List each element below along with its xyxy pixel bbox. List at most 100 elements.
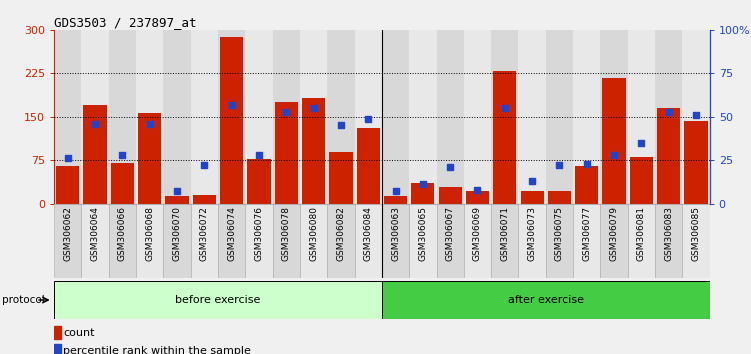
Bar — [218, 30, 246, 204]
Text: GSM306076: GSM306076 — [255, 206, 264, 261]
Point — [690, 112, 702, 118]
Text: GSM306081: GSM306081 — [637, 206, 646, 261]
FancyBboxPatch shape — [683, 204, 710, 278]
Bar — [518, 30, 546, 204]
Text: GSM306072: GSM306072 — [200, 206, 209, 261]
FancyBboxPatch shape — [218, 204, 246, 278]
FancyBboxPatch shape — [136, 204, 163, 278]
Point — [417, 182, 429, 187]
Point — [390, 189, 402, 194]
Text: GSM306073: GSM306073 — [528, 206, 537, 261]
Text: GSM306063: GSM306063 — [391, 206, 400, 261]
Text: GSM306068: GSM306068 — [145, 206, 154, 261]
Text: after exercise: after exercise — [508, 295, 584, 305]
Bar — [81, 30, 109, 204]
Bar — [54, 30, 81, 204]
FancyBboxPatch shape — [354, 204, 382, 278]
Bar — [136, 30, 164, 204]
FancyBboxPatch shape — [518, 204, 546, 278]
Text: GSM306065: GSM306065 — [418, 206, 427, 261]
Bar — [165, 196, 189, 204]
Bar — [110, 163, 134, 204]
Bar — [520, 191, 544, 204]
Bar — [547, 191, 571, 204]
Bar — [354, 30, 382, 204]
Point — [608, 152, 620, 158]
Bar — [657, 108, 680, 204]
Text: count: count — [63, 327, 95, 338]
Bar — [436, 30, 464, 204]
Bar — [302, 98, 325, 204]
FancyBboxPatch shape — [464, 204, 491, 278]
Bar — [573, 30, 601, 204]
Point — [116, 152, 128, 158]
Point — [635, 140, 647, 146]
FancyBboxPatch shape — [436, 204, 464, 278]
Bar — [163, 30, 191, 204]
Text: GSM306070: GSM306070 — [173, 206, 182, 261]
Bar — [54, 326, 61, 339]
Text: GSM306077: GSM306077 — [582, 206, 591, 261]
Bar — [220, 37, 243, 204]
FancyBboxPatch shape — [163, 204, 191, 278]
Bar — [546, 30, 573, 204]
Bar — [655, 30, 683, 204]
Bar — [191, 30, 218, 204]
Point — [198, 162, 210, 168]
FancyBboxPatch shape — [409, 204, 436, 278]
Text: GSM306085: GSM306085 — [692, 206, 701, 261]
Bar — [56, 166, 80, 204]
Text: GSM306083: GSM306083 — [664, 206, 673, 261]
Bar — [493, 70, 517, 204]
Text: percentile rank within the sample: percentile rank within the sample — [63, 346, 251, 354]
Point — [499, 105, 511, 111]
Text: GSM306078: GSM306078 — [282, 206, 291, 261]
Text: GSM306066: GSM306066 — [118, 206, 127, 261]
Point — [280, 109, 292, 114]
Point — [362, 116, 374, 121]
FancyBboxPatch shape — [191, 204, 218, 278]
Bar — [54, 281, 382, 319]
Point — [526, 178, 538, 184]
Bar — [193, 195, 216, 204]
Bar — [382, 30, 409, 204]
Text: GSM306071: GSM306071 — [500, 206, 509, 261]
Bar — [412, 183, 435, 204]
Point — [225, 102, 237, 108]
Point — [143, 121, 155, 127]
Text: GSM306084: GSM306084 — [363, 206, 372, 261]
FancyBboxPatch shape — [382, 204, 409, 278]
Bar — [246, 30, 273, 204]
Bar — [575, 166, 599, 204]
FancyBboxPatch shape — [273, 204, 300, 278]
Point — [581, 161, 593, 166]
Text: before exercise: before exercise — [175, 295, 261, 305]
FancyBboxPatch shape — [655, 204, 683, 278]
Point — [253, 152, 265, 158]
Point — [553, 162, 566, 168]
Text: GSM306082: GSM306082 — [336, 206, 345, 261]
Bar — [247, 159, 270, 204]
Bar — [466, 191, 489, 204]
FancyBboxPatch shape — [573, 204, 600, 278]
Text: GSM306079: GSM306079 — [610, 206, 619, 261]
Text: GSM306080: GSM306080 — [309, 206, 318, 261]
Bar — [327, 30, 354, 204]
Bar — [683, 30, 710, 204]
Text: GDS3503 / 237897_at: GDS3503 / 237897_at — [54, 16, 197, 29]
Bar — [300, 30, 327, 204]
Point — [444, 164, 456, 170]
Point — [89, 121, 101, 127]
Bar — [275, 102, 298, 204]
Bar — [54, 344, 61, 354]
FancyBboxPatch shape — [327, 204, 354, 278]
Bar — [491, 30, 518, 204]
FancyBboxPatch shape — [600, 204, 628, 278]
Point — [472, 187, 484, 193]
Bar — [384, 196, 407, 204]
Text: GSM306064: GSM306064 — [91, 206, 100, 261]
Point — [308, 105, 320, 111]
FancyBboxPatch shape — [300, 204, 327, 278]
Text: protocol: protocol — [2, 295, 44, 305]
FancyBboxPatch shape — [81, 204, 109, 278]
